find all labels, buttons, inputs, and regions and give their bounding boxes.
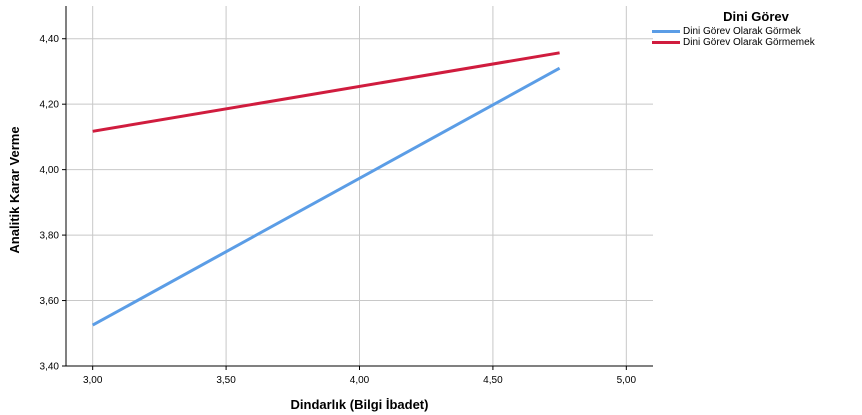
series-line-2 [92,51,560,133]
x-tick-label: 3,00 [83,375,103,386]
series-line-1 [91,66,561,327]
legend-swatch [652,41,680,44]
legend-item-gormek: Dini Görev Olarak Görmek [652,26,860,37]
x-tick-label: 5,00 [617,375,637,386]
tick-labels: 3,40 3,60 3,80 4,00 4,20 4,40 3,00 3,50 4,00 4,50… [40,34,637,386]
x-tick-label: 3,50 [216,375,236,386]
x-tick-label: 4,00 [350,375,370,386]
grid-lines [66,6,653,366]
legend-label: Dini Görev Olarak Görmek [683,26,801,37]
y-tick-label: 4,40 [40,34,60,45]
y-axis-title: Analitik Karar Verme [7,126,22,253]
y-tick-label: 4,00 [40,165,60,176]
legend-item-gormemek: Dini Görev Olarak Görmemek [652,37,860,48]
y-tick-label: 4,20 [40,100,60,111]
legend-title: Dini Görev [723,9,789,24]
y-tick-label: 3,80 [40,231,60,242]
legend-label: Dini Görev Olarak Görmemek [683,37,815,48]
y-tick-label: 3,40 [40,362,60,373]
x-axis-title: Dindarlık (Bilgi İbadet) [291,397,429,412]
legend-swatch [652,30,680,33]
y-tick-label: 3,60 [40,296,60,307]
x-tick-label: 4,50 [483,375,503,386]
legend: Dini Görev Dini Görev Olarak Görmek Dini… [652,8,860,48]
axes [62,6,653,370]
series-lines [91,51,561,327]
